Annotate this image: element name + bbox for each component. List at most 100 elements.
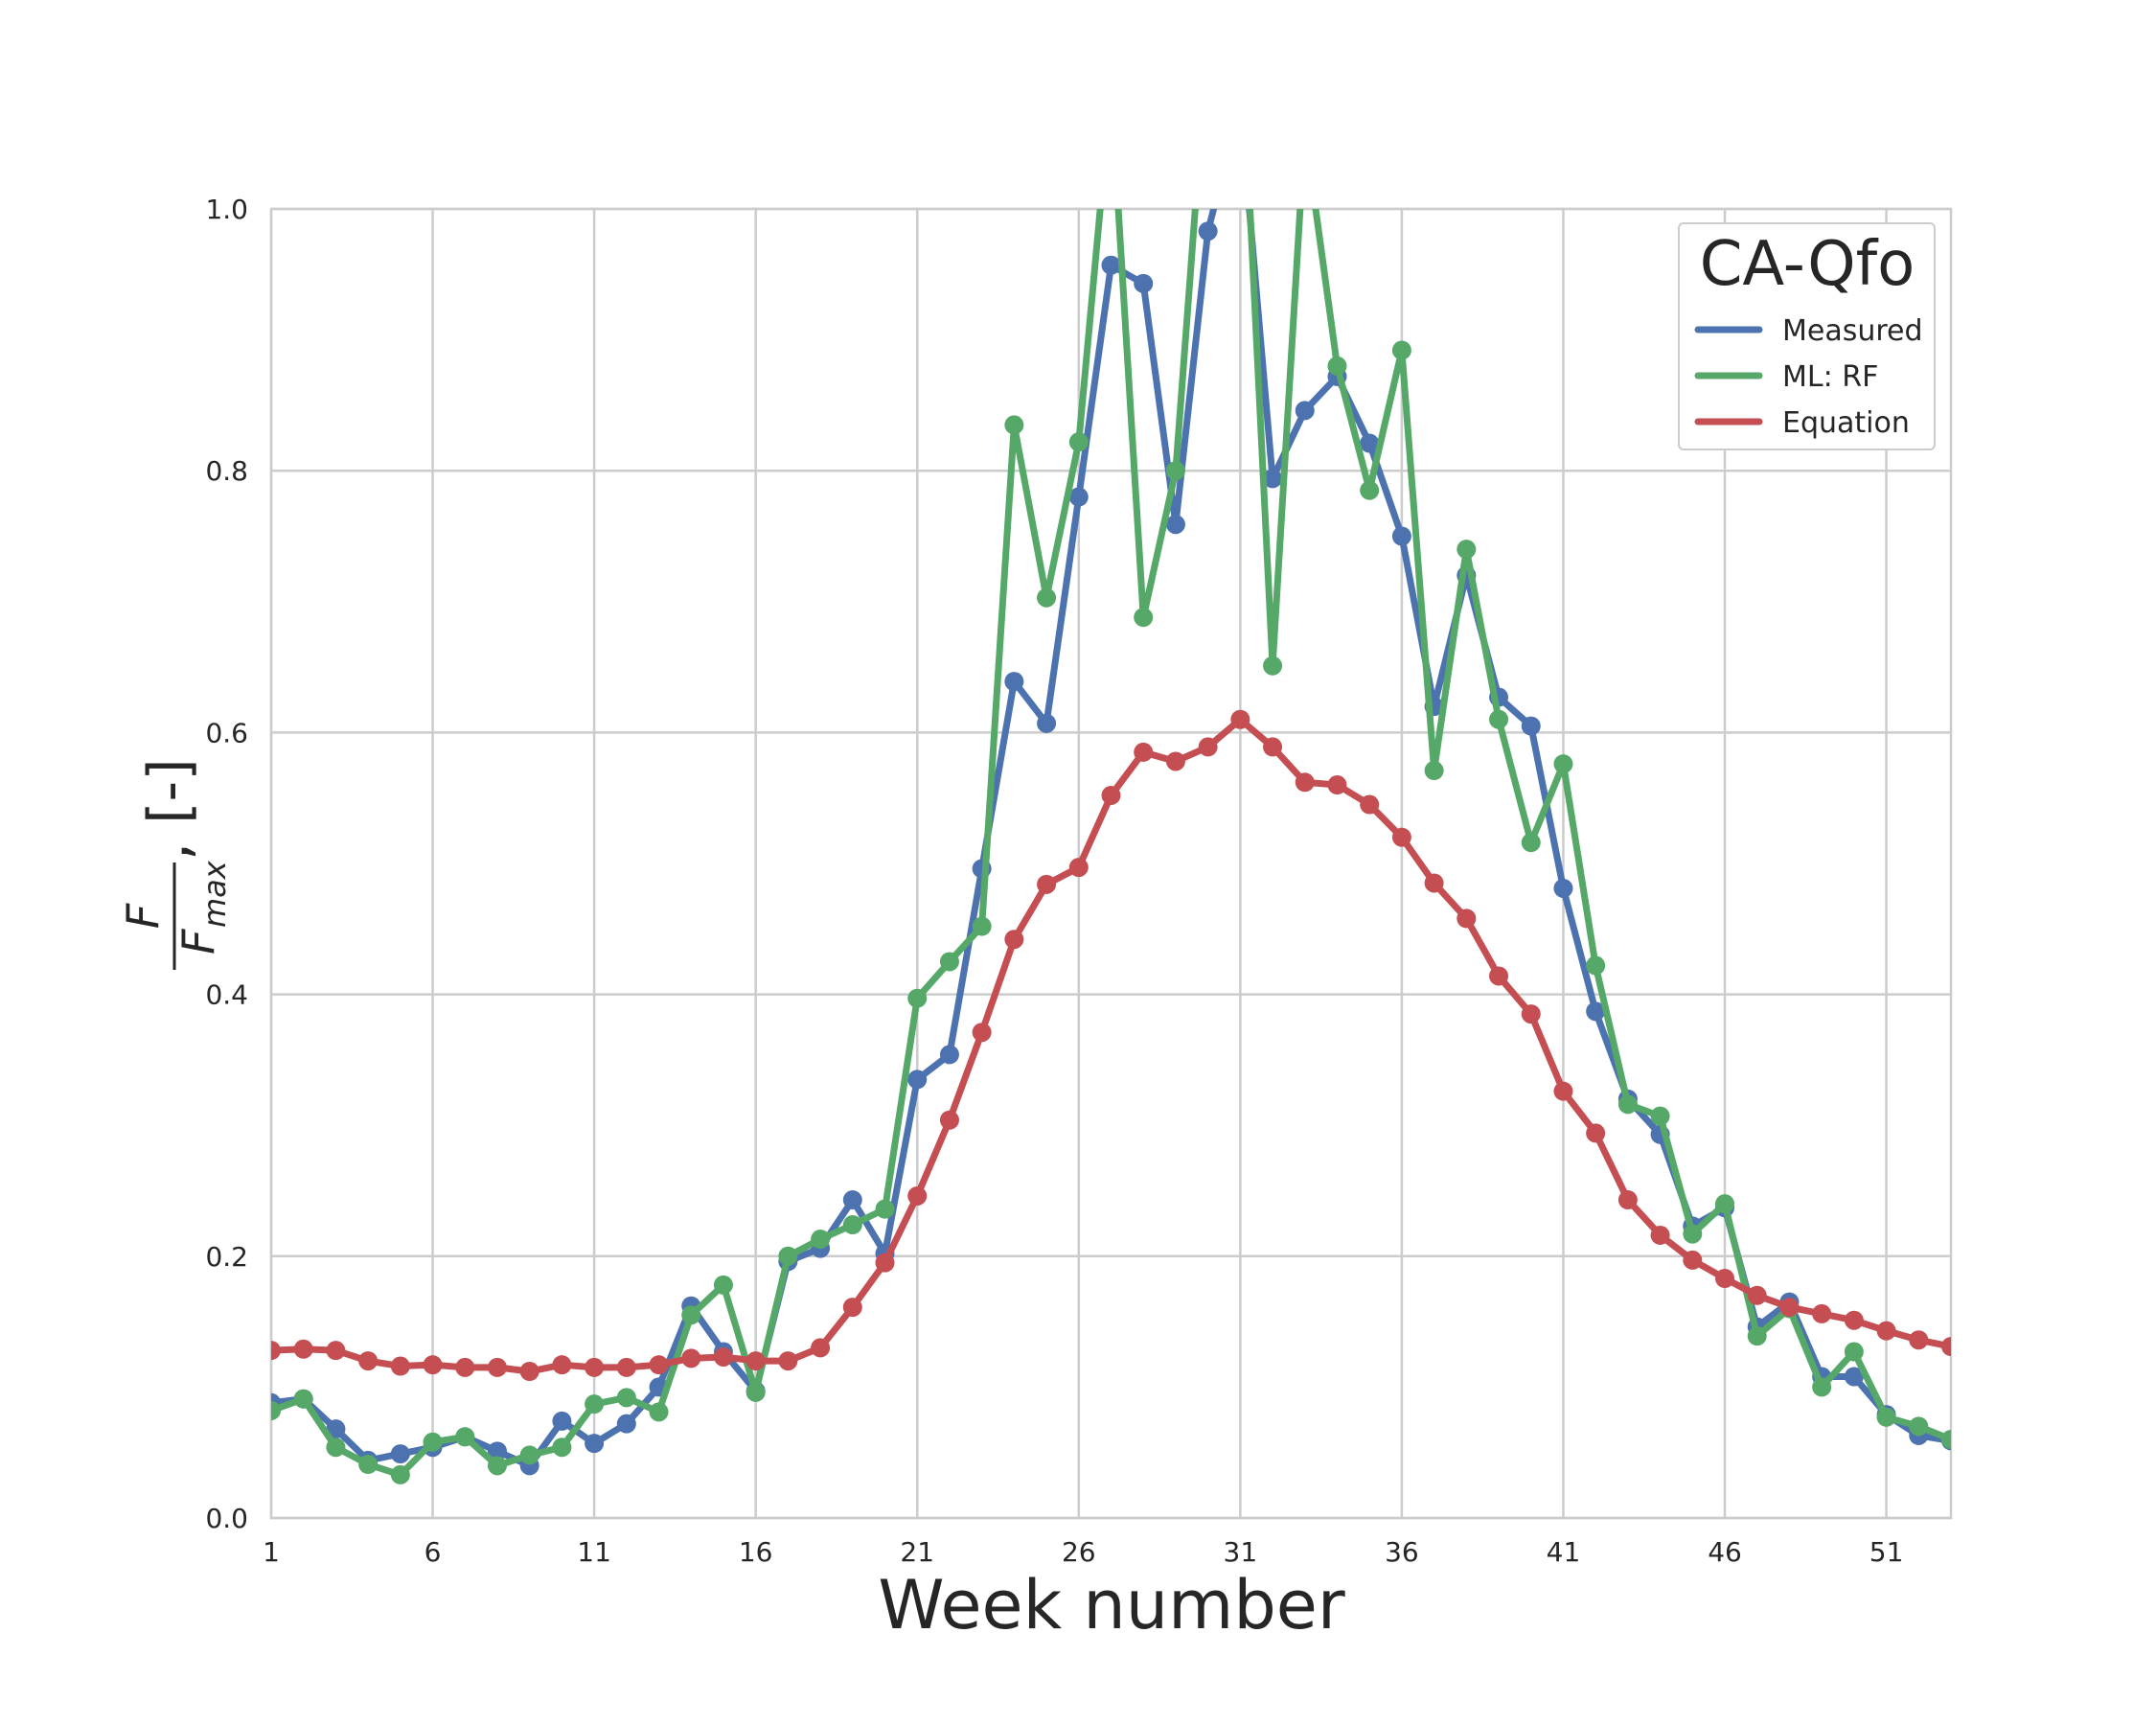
data-point bbox=[1199, 29, 1218, 48]
x-tick-label: 16 bbox=[739, 1536, 773, 1568]
data-point bbox=[1715, 1194, 1735, 1214]
data-point bbox=[745, 1382, 766, 1402]
x-tick-label: 11 bbox=[577, 1536, 611, 1568]
data-point bbox=[1263, 469, 1283, 489]
data-point bbox=[1941, 1430, 1951, 1450]
data-point bbox=[1360, 480, 1380, 500]
data-point bbox=[358, 1454, 378, 1474]
data-point bbox=[1101, 785, 1121, 805]
data-point bbox=[585, 1394, 605, 1414]
data-point bbox=[552, 1411, 572, 1431]
data-point bbox=[616, 1414, 636, 1434]
x-tick-label: 51 bbox=[1869, 1536, 1904, 1568]
data-point bbox=[1198, 737, 1218, 757]
data-point bbox=[293, 1389, 313, 1409]
data-point bbox=[271, 1341, 281, 1361]
data-point bbox=[423, 1432, 443, 1452]
data-point bbox=[1586, 955, 1606, 976]
data-point bbox=[1391, 526, 1411, 546]
y-axis-label-denominator: F bbox=[172, 929, 224, 954]
data-point bbox=[1165, 515, 1185, 535]
data-point bbox=[1327, 775, 1347, 795]
data-point bbox=[585, 1357, 605, 1377]
data-point bbox=[1553, 878, 1573, 898]
data-point bbox=[1360, 794, 1380, 815]
x-tick-label: 21 bbox=[900, 1536, 934, 1568]
legend-entry-label: Measured bbox=[1782, 314, 1923, 348]
data-point bbox=[1650, 1225, 1670, 1245]
data-point bbox=[423, 1355, 443, 1375]
x-tick-label: 46 bbox=[1708, 1536, 1742, 1568]
data-point bbox=[1683, 1224, 1703, 1244]
data-point bbox=[487, 1456, 507, 1476]
legend-title: CA-Qfo bbox=[1700, 229, 1915, 300]
data-point bbox=[1617, 1094, 1638, 1115]
data-point bbox=[1037, 713, 1057, 733]
data-point bbox=[455, 1357, 475, 1377]
data-point bbox=[1068, 432, 1089, 452]
data-point bbox=[1812, 1377, 1832, 1397]
data-point bbox=[811, 1338, 831, 1358]
data-point bbox=[1263, 656, 1283, 676]
data-point bbox=[1068, 858, 1089, 878]
data-point bbox=[939, 952, 959, 972]
data-point bbox=[1489, 966, 1509, 986]
data-point bbox=[616, 1388, 636, 1408]
data-point bbox=[455, 1427, 475, 1447]
data-point bbox=[1456, 908, 1477, 929]
data-point bbox=[1391, 340, 1411, 360]
data-point bbox=[939, 1045, 959, 1065]
y-axis-label-units: , [-] bbox=[136, 758, 203, 861]
x-tick-label: 31 bbox=[1224, 1536, 1258, 1568]
data-point bbox=[1844, 1310, 1864, 1330]
data-point bbox=[939, 1110, 959, 1130]
y-tick-label: 0.6 bbox=[205, 717, 248, 748]
data-point bbox=[811, 1230, 831, 1250]
plot-frame bbox=[269, 207, 1953, 1520]
data-point bbox=[1101, 255, 1121, 275]
legend-entries: Measured ML: RF Equation bbox=[1694, 314, 1923, 440]
x-tick-label: 26 bbox=[1062, 1536, 1096, 1568]
y-tick-label: 0.8 bbox=[205, 455, 248, 487]
data-point bbox=[1004, 415, 1024, 435]
data-point bbox=[1134, 608, 1154, 628]
data-point bbox=[358, 1351, 378, 1371]
data-point bbox=[585, 1434, 605, 1454]
legend-box bbox=[1678, 222, 1936, 450]
data-point bbox=[972, 1023, 992, 1043]
y-tick-label: 0.4 bbox=[205, 979, 248, 1011]
data-point bbox=[1165, 751, 1185, 771]
data-point bbox=[1230, 3, 1250, 22]
data-point bbox=[842, 1190, 862, 1210]
y-tick-label: 1.0 bbox=[205, 194, 248, 225]
data-point bbox=[1909, 1330, 1929, 1350]
data-point bbox=[1134, 273, 1154, 293]
data-point bbox=[1586, 1123, 1606, 1143]
data-point bbox=[1876, 1407, 1896, 1427]
data-point bbox=[1230, 709, 1250, 729]
data-point bbox=[681, 1305, 701, 1325]
data-point bbox=[745, 1351, 766, 1371]
data-point bbox=[616, 1357, 636, 1377]
data-point bbox=[907, 1185, 928, 1206]
data-point bbox=[326, 1419, 346, 1439]
x-tick-label: 41 bbox=[1547, 1536, 1581, 1568]
data-point bbox=[907, 988, 928, 1008]
data-point bbox=[907, 1070, 928, 1090]
legend-entry-label: ML: RF bbox=[1782, 360, 1878, 394]
series-layer bbox=[271, 3, 1951, 1484]
data-point bbox=[1747, 1326, 1767, 1346]
data-point bbox=[681, 1348, 701, 1368]
data-point bbox=[293, 1339, 313, 1359]
data-point bbox=[1553, 754, 1573, 774]
y-axis-label-numerator: F bbox=[117, 903, 169, 929]
x-tick-label: 6 bbox=[424, 1536, 442, 1568]
data-point bbox=[1037, 587, 1057, 608]
data-point bbox=[1198, 221, 1218, 242]
data-point bbox=[1941, 1337, 1951, 1357]
data-point bbox=[842, 1215, 862, 1235]
data-point bbox=[1456, 540, 1477, 560]
data-point bbox=[875, 1253, 895, 1273]
data-point bbox=[1102, 81, 1121, 101]
